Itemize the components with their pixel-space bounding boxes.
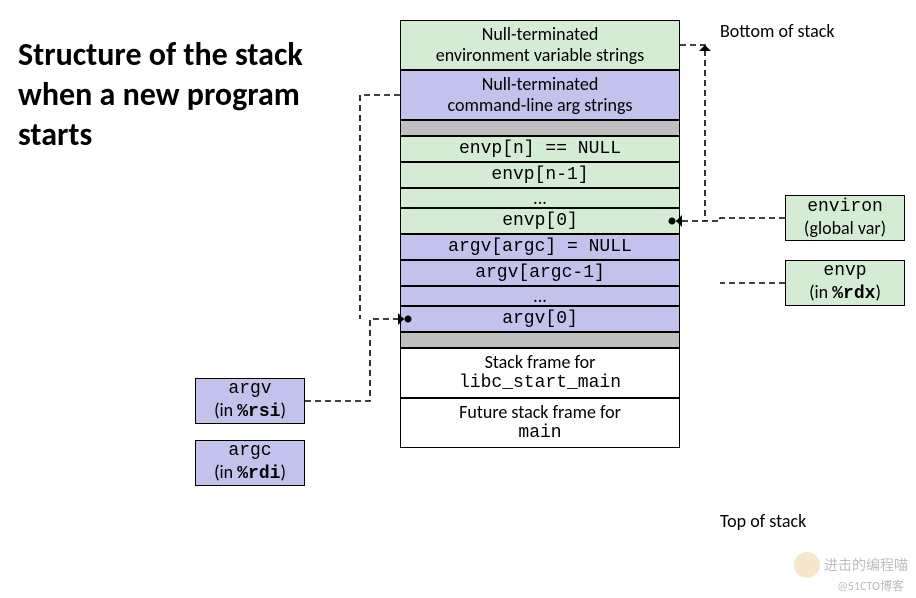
cell-envp-n-1: envp[n-1]: [400, 162, 680, 188]
watermark-icon: 进击的编程喵: [794, 552, 908, 578]
label-bottom-of-stack: Bottom of stack: [720, 20, 835, 42]
stack-column: Null-terminatedenvironment variable stri…: [400, 20, 680, 448]
label-top-of-stack: Top of stack: [720, 510, 806, 532]
sidebox-environ: environ(global var): [785, 195, 905, 241]
cell-argv-dots: ...: [400, 286, 680, 306]
cell-libc-frame: Stack frame forlibc_start_main: [400, 348, 680, 398]
cell-envp-dots: ...: [400, 188, 680, 208]
cell-envp-n: envp[n] == NULL: [400, 136, 680, 162]
cell-argv-argc: argv[argc] = NULL: [400, 234, 680, 260]
sidebox-envp: envp(in %rdx): [785, 260, 905, 306]
cell-argv-0: argv[0]: [400, 306, 680, 332]
cell-env-strings: Null-terminatedenvironment variable stri…: [400, 20, 680, 70]
cell-arg-strings: Null-terminatedcommand-line arg strings: [400, 70, 680, 120]
cell-gap1: [400, 120, 680, 136]
diagram-title: Structure of the stack when a new progra…: [18, 35, 348, 155]
cell-gap2: [400, 332, 680, 348]
watermark-text: @51CTO博客: [837, 577, 904, 594]
cell-envp-0: envp[0]: [400, 208, 680, 234]
sidebox-argc: argc(in %rdi): [195, 440, 305, 486]
cell-main-frame: Future stack frame formain: [400, 398, 680, 448]
sidebox-argv: argv(in %rsi): [195, 378, 305, 424]
cell-argv-argc-1: argv[argc-1]: [400, 260, 680, 286]
